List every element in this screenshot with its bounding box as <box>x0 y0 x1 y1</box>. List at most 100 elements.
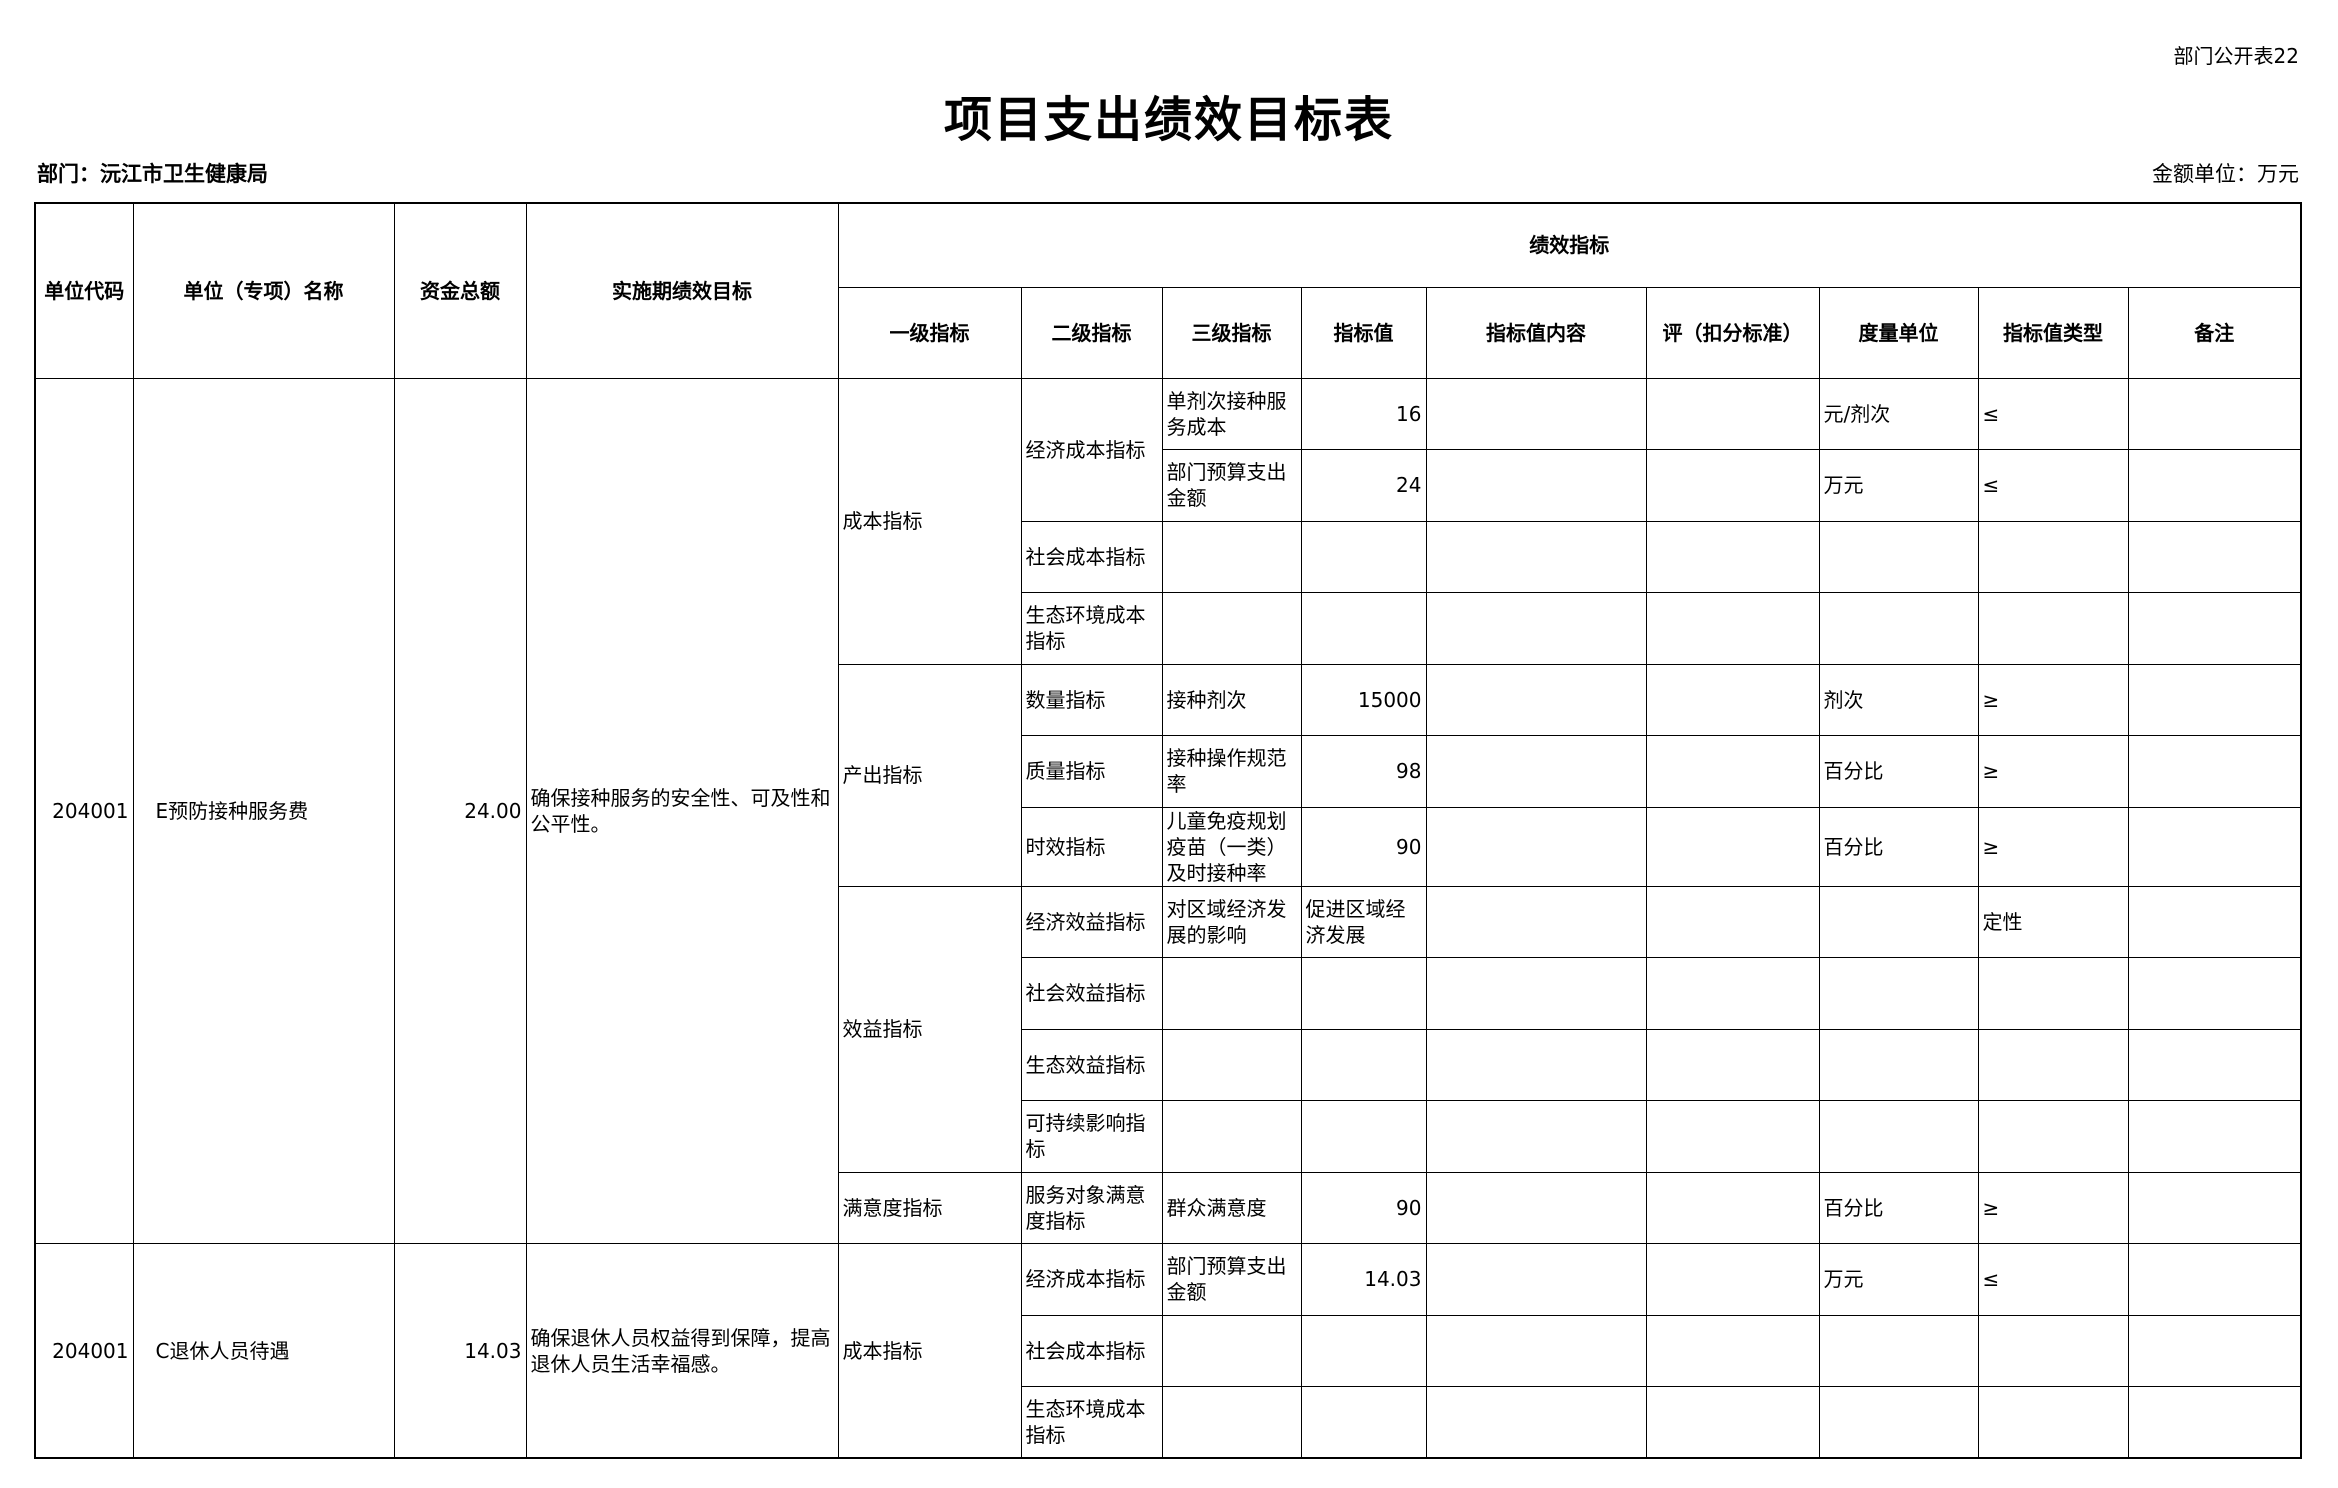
value-type <box>1977 957 2129 1030</box>
sub-column-header: 指标值 <box>1300 286 1427 379</box>
column-header: 单位代码 <box>34 202 134 379</box>
indicator-value: 16 <box>1300 377 1427 450</box>
measure-unit: 剂次 <box>1818 663 1979 736</box>
note <box>2127 1386 2302 1459</box>
note <box>2127 449 2302 522</box>
level2-indicator: 经济效益指标 <box>1020 885 1163 958</box>
value-content <box>1425 663 1647 736</box>
data-row: 满意度指标 服务对象满意度指标 群众满意度 90 百分比 ≥ <box>35 1171 2302 1244</box>
sub-column-header: 一级指标 <box>837 286 1022 379</box>
goal: 确保接种服务的安全性、可及性和公平性。 <box>525 377 839 1244</box>
measure-unit <box>1818 1386 1979 1459</box>
measure-unit <box>1818 885 1979 958</box>
total-amount: 24.00 <box>393 377 527 1244</box>
level2-indicator: 服务对象满意度指标 <box>1020 1171 1163 1244</box>
measure-unit: 万元 <box>1818 1243 1979 1316</box>
note <box>2127 735 2302 808</box>
value-type: ≥ <box>1977 735 2129 808</box>
indicator-value <box>1300 957 1427 1030</box>
unit-code: 204001 <box>34 377 134 1244</box>
column-header: 资金总额 <box>393 202 527 379</box>
data-row: 质量指标 接种操作规范率 98 百分比 ≥ <box>35 735 2302 808</box>
value-content <box>1425 885 1647 958</box>
scoring <box>1645 957 1820 1030</box>
header-row: 单位代码 单位（专项）名称 资金总额 实施期绩效目标 绩效指标 <box>34 202 2302 379</box>
value-type <box>1977 1028 2129 1101</box>
total-amount: 14.03 <box>393 1243 527 1459</box>
level1-indicator: 成本指标 <box>837 377 1022 665</box>
column-header: 单位（专项）名称 <box>132 202 395 379</box>
scoring <box>1645 592 1820 665</box>
scoring <box>1645 1028 1820 1101</box>
level2-indicator: 生态环境成本指标 <box>1020 1386 1163 1459</box>
value-content <box>1425 1243 1647 1316</box>
goal: 确保退休人员权益得到保障，提高退休人员生活幸福感。 <box>525 1243 839 1459</box>
indicator-value <box>1300 1028 1427 1101</box>
level2-indicator: 质量指标 <box>1020 735 1163 808</box>
value-type: ≥ <box>1977 1171 2129 1244</box>
level2-indicator: 经济成本指标 <box>1020 1243 1163 1316</box>
level2-indicator: 社会成本指标 <box>1020 520 1163 593</box>
indicator-value: 90 <box>1300 1171 1427 1244</box>
measure-unit: 百分比 <box>1818 735 1979 808</box>
level3-indicator <box>1161 1028 1302 1101</box>
department: 部门：沅江市卫生健康局 <box>37 162 268 186</box>
value-type: ≤ <box>1977 449 2129 522</box>
value-content <box>1425 1028 1647 1101</box>
value-content <box>1425 449 1647 522</box>
level3-indicator: 接种操作规范率 <box>1161 735 1302 808</box>
value-content <box>1425 735 1647 808</box>
sub-column-header: 度量单位 <box>1818 286 1979 379</box>
indicator-value <box>1300 520 1427 593</box>
measure-unit <box>1818 957 1979 1030</box>
note <box>2127 1243 2302 1316</box>
performance-table: 单位代码 单位（专项）名称 资金总额 实施期绩效目标 绩效指标 一级指标 二级指标 三级指标指… <box>34 202 2303 1459</box>
value-type: ≥ <box>1977 663 2129 736</box>
level1-indicator: 成本指标 <box>837 1243 1022 1459</box>
value-content <box>1425 957 1647 1030</box>
level2-indicator: 数量指标 <box>1020 663 1163 736</box>
data-row: 生态环境成本指标 <box>35 1386 2302 1459</box>
sub-column-header: 备注 <box>2127 286 2302 379</box>
indicator-value <box>1300 1386 1427 1459</box>
indicator-value <box>1300 1314 1427 1387</box>
level3-indicator: 对区域经济发展的影响 <box>1161 885 1302 958</box>
value-content <box>1425 1171 1647 1244</box>
sub-column-header: 三级指标 <box>1161 286 1302 379</box>
value-content <box>1425 377 1647 450</box>
indicator-value: 90 <box>1300 806 1427 887</box>
value-content <box>1425 1386 1647 1459</box>
level2-indicator: 可持续影响指标 <box>1020 1100 1163 1173</box>
scoring <box>1645 1171 1820 1244</box>
data-row: 社会成本指标 <box>35 1314 2302 1387</box>
level1-indicator: 满意度指标 <box>837 1171 1022 1244</box>
scoring <box>1645 885 1820 958</box>
value-type: ≤ <box>1977 1243 2129 1316</box>
value-type <box>1977 1314 2129 1387</box>
scoring <box>1645 806 1820 887</box>
project-name: E预防接种服务费 <box>132 377 395 1244</box>
value-content <box>1425 592 1647 665</box>
data-row: 社会成本指标 <box>35 520 2302 593</box>
data-row: 204001 C退休人员待遇 14.03 确保退休人员权益得到保障，提高退休人员生活幸… <box>34 1243 2302 1459</box>
level3-indicator <box>1161 1386 1302 1459</box>
value-type <box>1977 1100 2129 1173</box>
measure-unit: 元/剂次 <box>1818 377 1979 450</box>
measure-unit <box>1818 1100 1979 1173</box>
note <box>2127 885 2302 958</box>
indicator-value: 14.03 <box>1300 1243 1427 1316</box>
level2-indicator: 社会成本指标 <box>1020 1314 1163 1387</box>
column-header: 实施期绩效目标 <box>525 202 839 379</box>
value-type: ≤ <box>1977 377 2129 450</box>
scoring <box>1645 1314 1820 1387</box>
value-content <box>1425 1100 1647 1173</box>
measure-unit: 百分比 <box>1818 806 1979 887</box>
measure-unit <box>1818 1314 1979 1387</box>
measure-unit: 万元 <box>1818 449 1979 522</box>
level3-indicator <box>1161 592 1302 665</box>
amount-unit: 金额单位：万元 <box>2152 162 2299 186</box>
level3-indicator: 部门预算支出金额 <box>1161 449 1302 522</box>
indicator-value: 15000 <box>1300 663 1427 736</box>
note <box>2127 957 2302 1030</box>
